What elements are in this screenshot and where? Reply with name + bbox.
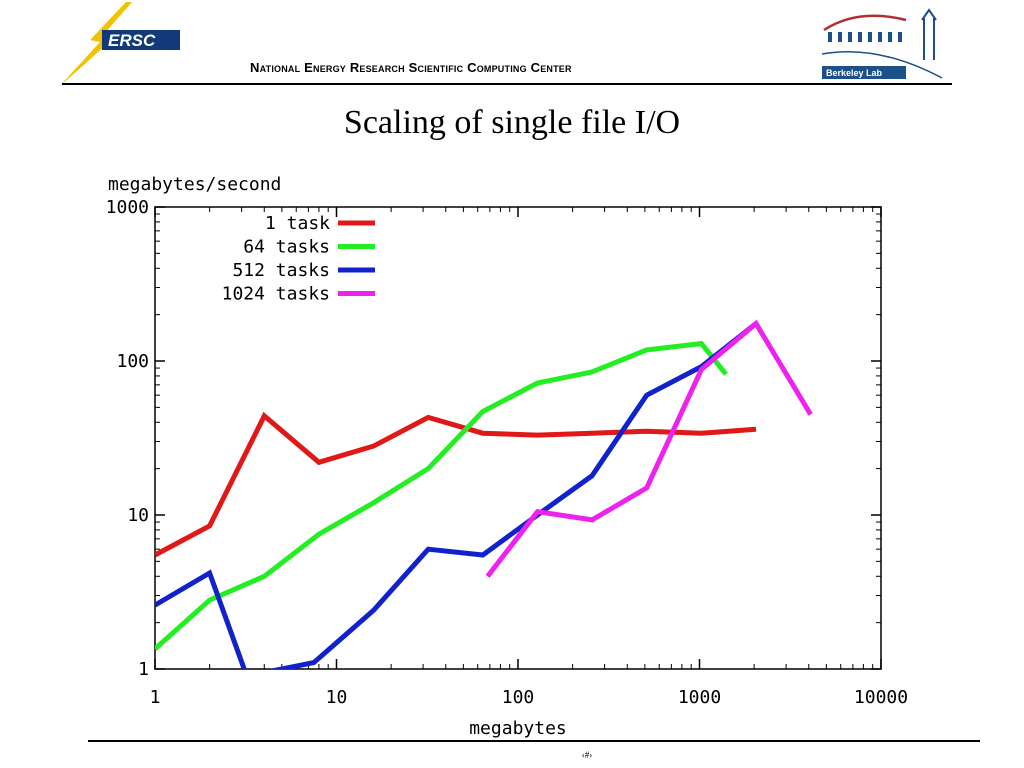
- y-tick-labels: 1 10 100 1000: [106, 197, 149, 680]
- series-lines: [155, 319, 813, 669]
- lab-name: National Energy Research Scientific Comp…: [250, 60, 572, 75]
- berkeley-lab-text: Berkeley Lab: [826, 68, 883, 78]
- y-tick-label: 100: [116, 351, 149, 372]
- nersc-logo-plate: [102, 30, 180, 50]
- berkeley-lab-logo: Berkeley Lab: [818, 4, 948, 84]
- series-line-512-tasks: [155, 321, 758, 669]
- building-arch-icon: [823, 14, 907, 32]
- y-tick-label: 1000: [106, 197, 149, 218]
- x-tick-label: 1: [150, 687, 161, 708]
- y-axis-label: megabytes/second: [108, 174, 281, 195]
- x-tick-label: 10: [326, 687, 348, 708]
- y-tick-label: 1: [138, 659, 149, 680]
- nersc-logo-text: ERSC: [108, 31, 156, 50]
- series-line-1-task: [155, 411, 757, 558]
- minor-ticks: [155, 207, 881, 669]
- header-rule: [62, 83, 952, 85]
- building-columns-icon: [828, 32, 902, 42]
- campanile-tower-icon: [921, 8, 937, 60]
- legend-label: 64 tasks: [243, 237, 330, 258]
- x-tick-label: 1000: [678, 687, 721, 708]
- footer-rule: [88, 740, 980, 742]
- x-tick-label: 10000: [854, 687, 908, 708]
- major-ticks: [154, 206, 882, 670]
- series-line-1024-tasks: [485, 319, 813, 578]
- berkeley-lab-plate: [822, 66, 906, 79]
- legend-label: 1 task: [265, 213, 330, 234]
- y-tick-label: 10: [127, 505, 149, 526]
- legend-label: 1024 tasks: [222, 284, 330, 305]
- io-scaling-chart: megabytes/second 1 10 100 1000 1 10 100 1000 10…: [106, 174, 909, 739]
- x-axis-label: megabytes: [469, 718, 567, 739]
- slide-number: ‹#›: [581, 750, 593, 760]
- slide-title: Scaling of single file I/O: [343, 104, 681, 141]
- x-tick-labels: 1 10 100 1000 10000: [150, 687, 909, 708]
- legend-label: 512 tasks: [232, 260, 330, 281]
- x-tick-label: 100: [502, 687, 535, 708]
- nersc-logo: ERSC: [28, 0, 188, 90]
- series-line-64-tasks: [155, 340, 728, 651]
